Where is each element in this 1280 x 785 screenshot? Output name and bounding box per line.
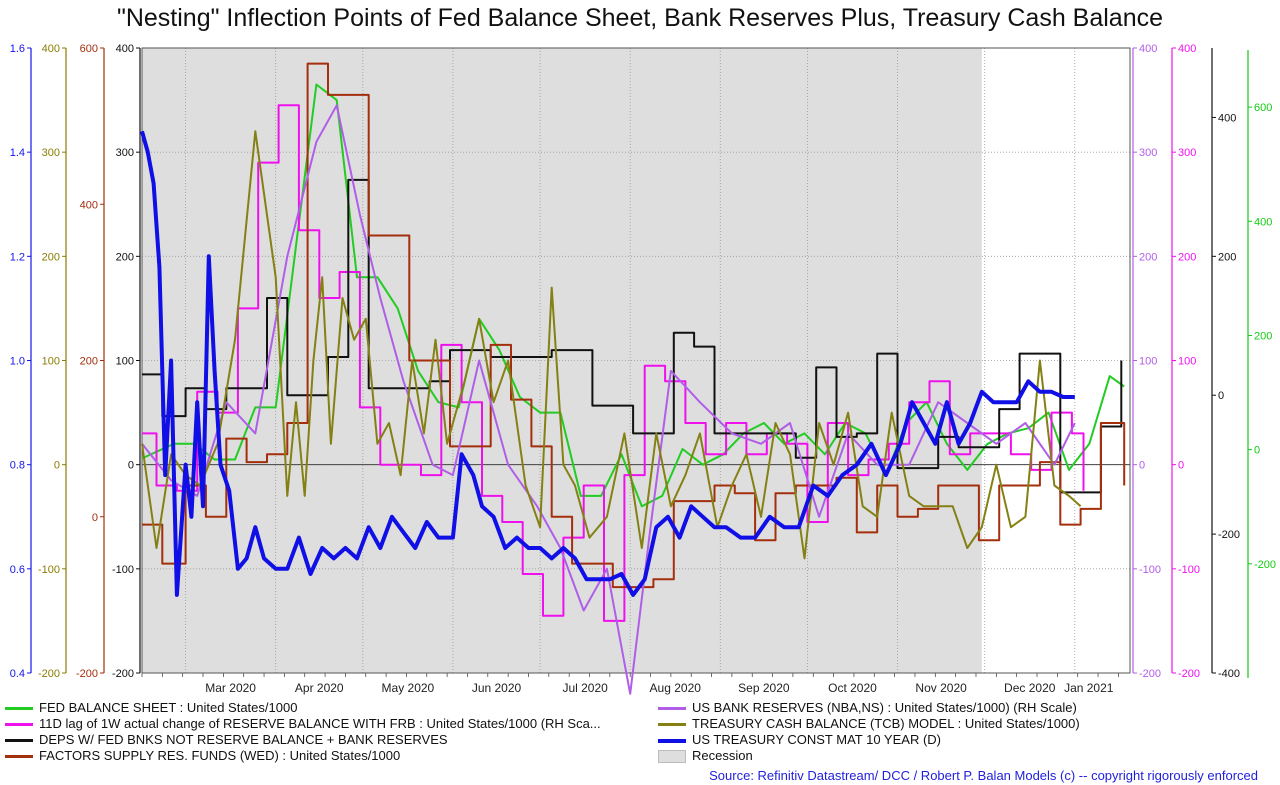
axis-tick-label-rbf: 0 bbox=[1178, 460, 1184, 472]
axis-tick-label-bal: 0 bbox=[1254, 445, 1260, 457]
x-tick-label: Jan 2021 bbox=[1064, 681, 1114, 695]
axis-tick-label-nba: 300 bbox=[1139, 147, 1157, 159]
series-line-4 bbox=[141, 104, 1076, 695]
axis-tick-label-tcb: 0 bbox=[54, 460, 60, 472]
axis-tick-label-ten_year: 1.4 bbox=[10, 147, 25, 159]
legend-item-ten-year: US TREASURY CONST MAT 10 YEAR (D) bbox=[658, 732, 941, 748]
source-note: Source: Refinitiv Datastream/ DCC / Robe… bbox=[709, 768, 1258, 783]
legend-label: US BANK RESERVES (NBA,NS) : United State… bbox=[692, 700, 1077, 715]
axis-tick-label-rbf: 300 bbox=[1178, 147, 1196, 159]
axis-tick-label-nba: 200 bbox=[1139, 251, 1157, 263]
legend-swatch bbox=[658, 750, 686, 764]
plot-frame bbox=[141, 47, 1131, 674]
axis-tick-label-wed: -200 bbox=[76, 668, 98, 680]
axis-tick-label-deps: 400 bbox=[1218, 112, 1236, 124]
axis-tick-label-tcb: 100 bbox=[42, 356, 60, 368]
axis-tick-label-deps: -200 bbox=[1218, 529, 1240, 541]
axis-tick-label-wed: 0 bbox=[92, 512, 98, 524]
legend-item-factors-supply: FACTORS SUPPLY RES. FUNDS (WED) : United… bbox=[5, 748, 400, 764]
legend-label: DEPS W/ FED BNKS NOT RESERVE BALANCE + B… bbox=[39, 732, 448, 747]
axis-tick-label-tcb: 200 bbox=[42, 251, 60, 263]
legend-label: US TREASURY CONST MAT 10 YEAR (D) bbox=[692, 732, 941, 747]
axis-tick-label-nba: 400 bbox=[1139, 43, 1157, 55]
axis-tick-label-rbf: -200 bbox=[1178, 668, 1200, 680]
x-tick-label: May 2020 bbox=[382, 681, 435, 695]
legend-label: Recession bbox=[692, 748, 753, 763]
axis-tick-label-wed: 400 bbox=[80, 199, 98, 211]
legend-label: FED BALANCE SHEET : United States/1000 bbox=[39, 700, 298, 715]
x-tick-label: Jun 2020 bbox=[472, 681, 522, 695]
legend-swatch bbox=[5, 739, 33, 743]
legend-item-recession: Recession bbox=[658, 748, 753, 764]
x-tick-label: Oct 2020 bbox=[828, 681, 877, 695]
legend-item-reserve-balance: 11D lag of 1W actual change of RESERVE B… bbox=[5, 716, 601, 732]
axis-tick-label-ten_year: 0.8 bbox=[10, 460, 25, 472]
axis-tick-label-rbf: 400 bbox=[1178, 43, 1196, 55]
axis-tick-label-deps: 0 bbox=[1218, 390, 1224, 402]
chart-canvas: Mar 2020 Apr 2020 May 2020 Jun 2020 Jul 2020… bbox=[10, 43, 1276, 695]
series-line-6 bbox=[140, 130, 1075, 597]
legend-item-treasury-cash: TREASURY CASH BALANCE (TCB) MODEL : Unit… bbox=[658, 716, 1080, 732]
axis-tick-label-wed: 600 bbox=[80, 43, 98, 55]
axis-tick-label-fed: 0 bbox=[128, 460, 134, 472]
axis-tick-label-nba: 100 bbox=[1139, 356, 1157, 368]
series-line-1 bbox=[142, 104, 1085, 622]
x-tick-label: Sep 2020 bbox=[738, 681, 790, 695]
axis-tick-label-ten_year: 0.4 bbox=[10, 668, 25, 680]
series-line-0 bbox=[141, 83, 1125, 508]
axis-tick-label-tcb: -200 bbox=[38, 668, 60, 680]
axis-tick-label-wed: 200 bbox=[80, 356, 98, 368]
legend-label: 11D lag of 1W actual change of RESERVE B… bbox=[39, 716, 601, 731]
legend-label: TREASURY CASH BALANCE (TCB) MODEL : Unit… bbox=[692, 716, 1080, 731]
axis-tick-label-rbf: 100 bbox=[1178, 356, 1196, 368]
series-line-5 bbox=[141, 130, 1082, 560]
x-tick-label: Apr 2020 bbox=[295, 681, 344, 695]
axis-tick-label-ten_year: 1.2 bbox=[10, 251, 25, 263]
legend-item-bank-reserves: US BANK RESERVES (NBA,NS) : United State… bbox=[658, 700, 1077, 716]
axis-tick-label-fed: 200 bbox=[116, 251, 134, 263]
legend-swatch bbox=[658, 738, 686, 743]
legend-label: FACTORS SUPPLY RES. FUNDS (WED) : United… bbox=[39, 748, 401, 763]
axis-tick-label-tcb: 300 bbox=[42, 147, 60, 159]
legend-swatch bbox=[5, 723, 33, 727]
legend-item-fed-balance: FED BALANCE SHEET : United States/1000 bbox=[5, 700, 297, 716]
legend-swatch bbox=[5, 707, 33, 711]
axis-tick-label-fed: -100 bbox=[112, 564, 134, 576]
legend-swatch bbox=[5, 755, 33, 759]
x-tick-label: Mar 2020 bbox=[205, 681, 256, 695]
axis-tick-label-fed: 300 bbox=[116, 147, 134, 159]
axis-tick-label-tcb: -100 bbox=[38, 564, 60, 576]
x-tick-label: Dec 2020 bbox=[1004, 681, 1056, 695]
axis-tick-label-tcb: 400 bbox=[42, 43, 60, 55]
axis-tick-label-bal: 600 bbox=[1254, 102, 1272, 114]
legend-swatch bbox=[658, 707, 686, 711]
axis-tick-label-nba: 0 bbox=[1139, 460, 1145, 472]
axis-tick-label-nba: -200 bbox=[1139, 668, 1161, 680]
axis-tick-label-bal: 400 bbox=[1254, 216, 1272, 228]
axis-tick-label-fed: -200 bbox=[112, 668, 134, 680]
axis-tick-label-fed: 100 bbox=[116, 356, 134, 368]
axis-tick-label-rbf: -100 bbox=[1178, 564, 1200, 576]
axis-tick-label-deps: -400 bbox=[1218, 668, 1240, 680]
chart-title: "Nesting" Inflection Points of Fed Balan… bbox=[116, 4, 1164, 32]
axis-tick-label-ten_year: 1.6 bbox=[10, 43, 25, 55]
x-tick-label: Nov 2020 bbox=[915, 681, 967, 695]
axis-tick-label-fed: 400 bbox=[116, 43, 134, 55]
axis-tick-label-ten_year: 1.0 bbox=[10, 356, 25, 368]
x-tick-label: Aug 2020 bbox=[650, 681, 702, 695]
legend-item-deps: DEPS W/ FED BNKS NOT RESERVE BALANCE + B… bbox=[5, 732, 448, 748]
axis-tick-label-bal: 200 bbox=[1254, 330, 1272, 342]
axis-tick-label-deps: 200 bbox=[1218, 251, 1236, 263]
axis-tick-label-rbf: 200 bbox=[1178, 251, 1196, 263]
axis-tick-label-nba: -100 bbox=[1139, 564, 1161, 576]
x-tick-label: Jul 2020 bbox=[562, 681, 608, 695]
legend-swatch bbox=[658, 723, 686, 727]
axis-tick-label-ten_year: 0.6 bbox=[10, 564, 25, 576]
axis-tick-label-bal: -200 bbox=[1254, 559, 1276, 571]
